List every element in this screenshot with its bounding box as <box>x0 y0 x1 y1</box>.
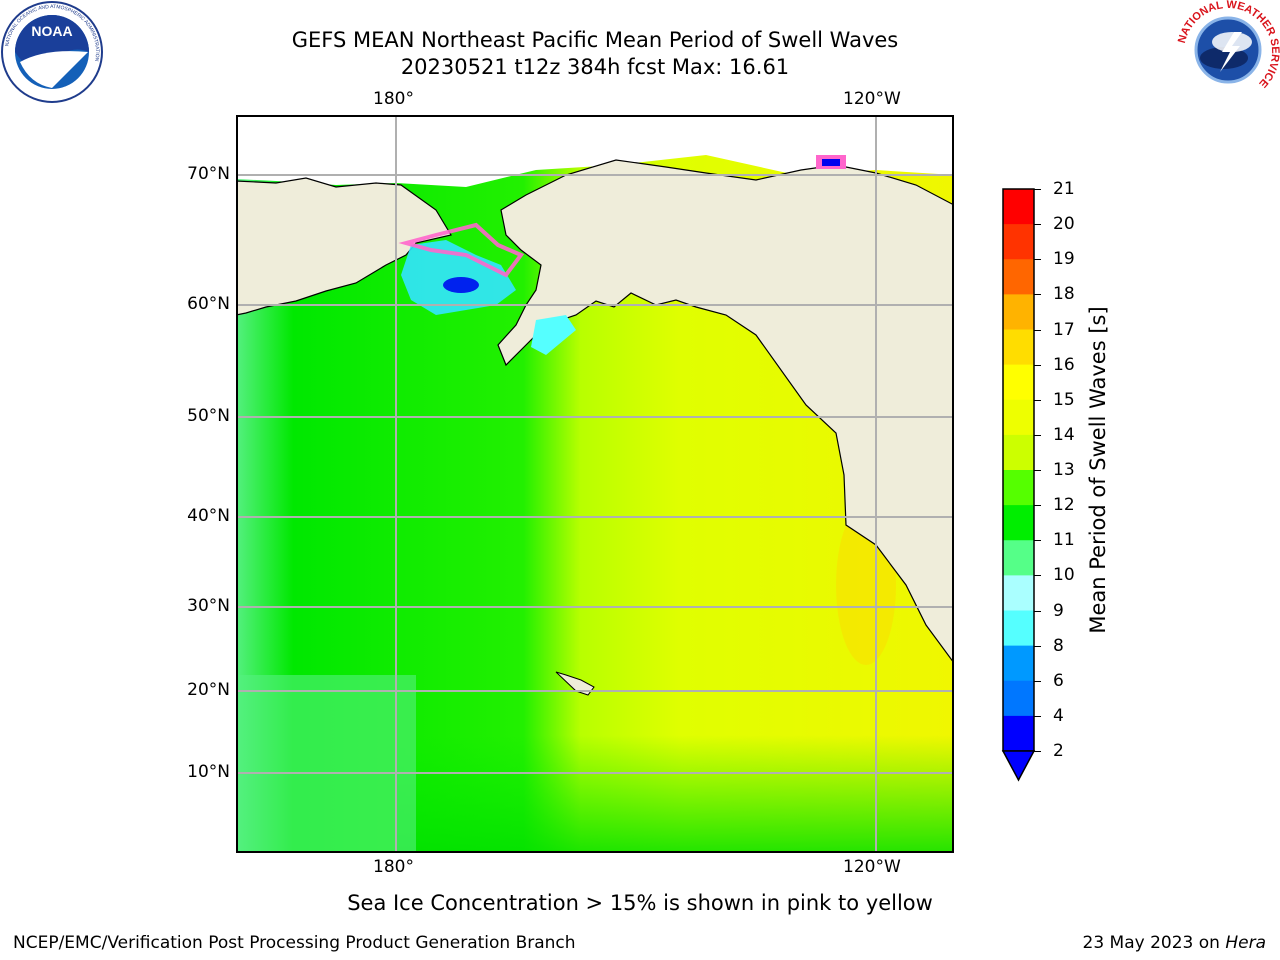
colorbar-tick <box>1034 294 1041 296</box>
lon-label-bottom-180: 180° <box>373 857 414 877</box>
noaa-logo: NOAA NATIONAL OCEANIC AND ATMOSPHERIC AD… <box>1 1 103 103</box>
colorbar-segment <box>1003 189 1034 225</box>
noaa-logo-text: NOAA <box>31 23 72 39</box>
lat-label-60n: 60°N <box>187 294 230 314</box>
colorbar-tick-label: 15 <box>1053 389 1075 410</box>
colorbar-tick-label: 12 <box>1053 495 1075 516</box>
colorbar-segment <box>1003 645 1034 682</box>
colorbar-segment <box>1003 505 1034 541</box>
colorbar-tick-label: 11 <box>1053 530 1075 551</box>
colorbar-tick <box>1034 505 1041 507</box>
colorbar-segment <box>1003 259 1034 295</box>
lat-label-50n: 50°N <box>187 406 230 426</box>
colorbar-tick-label: 13 <box>1053 460 1075 480</box>
lon-label-bottom-120w: 120°W <box>843 857 901 877</box>
colorbar-tick-label: 9 <box>1053 600 1064 621</box>
footer-credit: NCEP/EMC/Verification Post Processing Pr… <box>13 933 576 953</box>
nws-logo: NATIONAL WEATHER SERVICE <box>1176 0 1280 97</box>
colorbar-tick-label: 17 <box>1053 319 1075 340</box>
colorbar-title: Mean Period of Swell Waves [s] <box>1086 306 1110 634</box>
colorbar-tick-label: 8 <box>1053 635 1064 656</box>
lat-label-70n: 70°N <box>187 164 230 184</box>
colorbar-segment <box>1003 329 1034 366</box>
colorbar-tick <box>1034 399 1041 401</box>
footer-date-text: 23 May 2023 on <box>1082 933 1226 953</box>
colorbar-tick <box>1034 540 1041 542</box>
colorbar-tick <box>1034 470 1041 471</box>
colorbar-tick <box>1034 575 1041 577</box>
colorbar-segment <box>1003 434 1034 471</box>
colorbar-tick <box>1034 224 1041 226</box>
colorbar-tick-label: 10 <box>1053 565 1075 586</box>
colorbar <box>1001 188 1036 782</box>
colorbar-tick-label: 4 <box>1053 705 1064 726</box>
colorbar-extend-arrow <box>1001 750 1036 782</box>
colorbar-tick-label: 6 <box>1053 670 1064 691</box>
colorbar-tick <box>1034 434 1041 436</box>
colorbar-tick <box>1034 645 1041 647</box>
colorbar-segment <box>1003 399 1034 436</box>
colorbar-tick <box>1034 751 1041 752</box>
colorbar-tick-label: 16 <box>1053 354 1075 375</box>
colorbar-segment <box>1003 575 1034 611</box>
chart-subtitle: 20230521 t12z 384h fcst Max: 16.61 <box>400 55 790 79</box>
colorbar-tick <box>1034 680 1041 682</box>
colorbar-segment <box>1003 610 1034 647</box>
colorbar-tick <box>1034 364 1041 366</box>
footer-host: Hera <box>1225 933 1266 953</box>
lat-label-20n: 20°N <box>187 680 230 700</box>
lon-label-top-120w: 120°W <box>843 89 901 109</box>
colorbar-segment <box>1003 364 1034 401</box>
colorbar-tick-label: 19 <box>1053 249 1075 270</box>
lat-label-10n: 10°N <box>187 762 230 782</box>
colorbar-tick <box>1034 259 1041 261</box>
colorbar-segment <box>1003 294 1034 330</box>
colorbar-tick-label: 14 <box>1053 424 1075 445</box>
colorbar-tick-label: 21 <box>1053 179 1075 199</box>
colorbar-tick <box>1034 715 1041 717</box>
colorbar-segment <box>1003 224 1034 260</box>
lat-label-30n: 30°N <box>187 596 230 616</box>
sea-ice-note: Sea Ice Concentration > 15% is shown in … <box>347 891 933 915</box>
lat-label-40n: 40°N <box>187 506 230 526</box>
colorbar-segment <box>1003 470 1034 506</box>
map-plot <box>236 115 954 853</box>
colorbar-tick <box>1034 329 1041 331</box>
colorbar-segment <box>1003 680 1034 717</box>
lon-label-top-180: 180° <box>373 89 414 109</box>
footer-date: 23 May 2023 on Hera <box>1083 933 1267 953</box>
colorbar-tick <box>1034 189 1041 190</box>
colorbar-tick-label: 2 <box>1053 741 1064 761</box>
colorbar-tick-label: 18 <box>1053 284 1075 305</box>
chart-title: GEFS MEAN Northeast Pacific Mean Period … <box>291 28 899 52</box>
colorbar-segment <box>1003 540 1034 576</box>
colorbar-tick <box>1034 610 1041 612</box>
colorbar-segment <box>1003 715 1034 752</box>
colorbar-tick-label: 20 <box>1053 214 1075 235</box>
